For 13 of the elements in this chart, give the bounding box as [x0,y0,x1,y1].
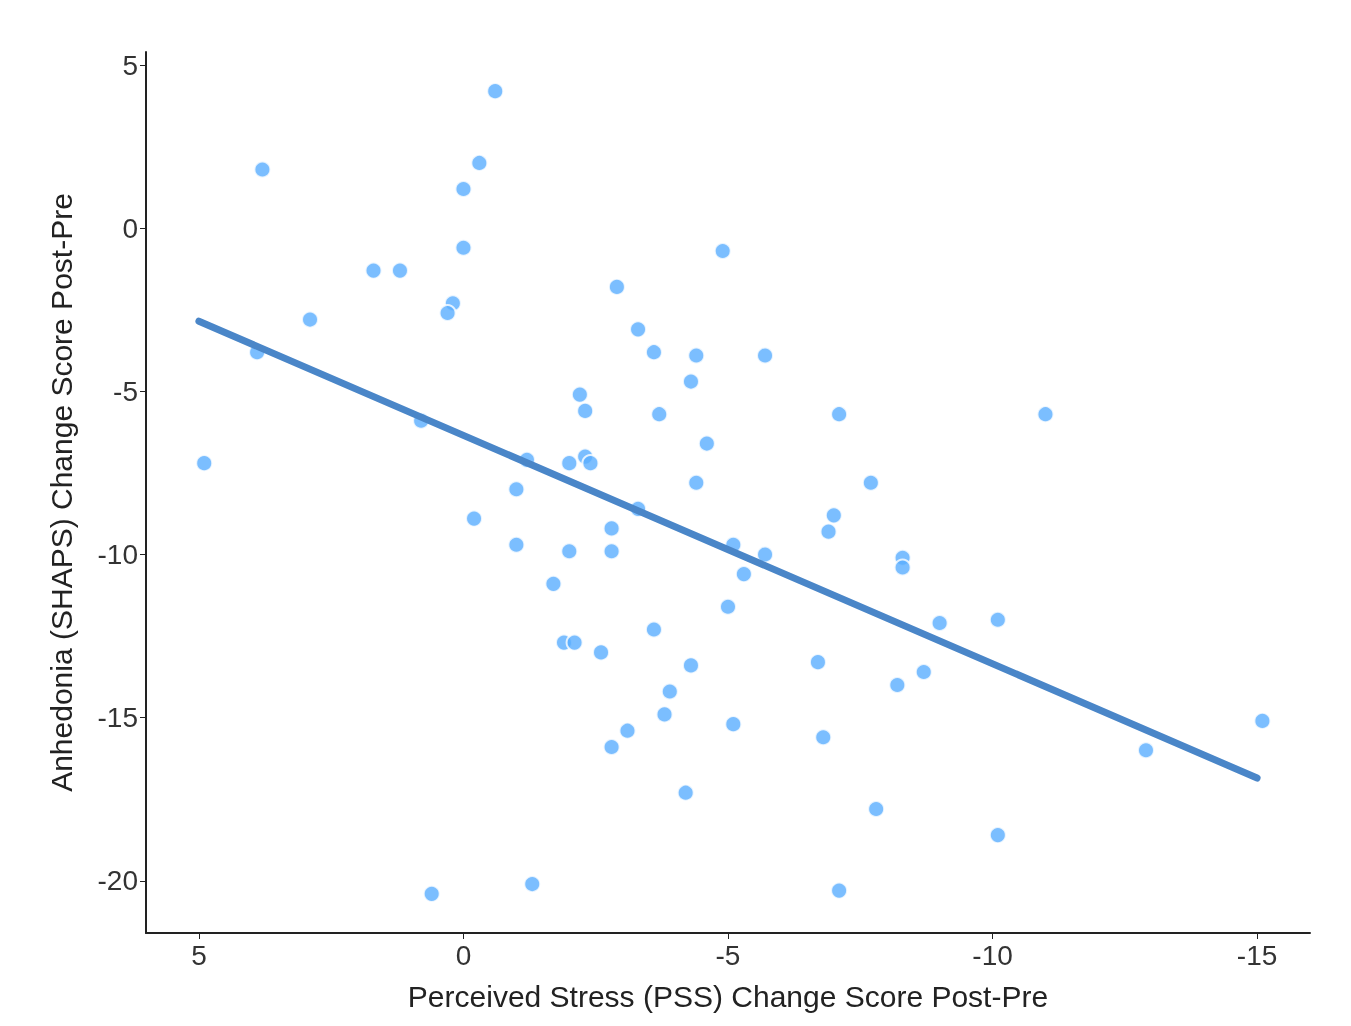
y-tick-label: -20 [97,865,138,897]
x-tick-label: -10 [972,939,1013,971]
x-tick-label: 5 [191,939,207,971]
x-tick-label: 0 [455,939,472,971]
x-axis-title: Perceived Stress (PSS) Change Score Post-Pre [407,979,1049,1013]
x-tick-label: -15 [1236,939,1278,971]
y-tick-label: 0 [122,212,138,244]
y-axis-title: Anhedonia (SHAPS) Change Score Post-Pre [44,193,78,792]
x-tick-label: -5 [715,939,741,971]
y-tick-label: 5 [122,49,138,81]
y-tick-label: -15 [97,702,138,734]
y-tick-label: -5 [113,375,138,407]
y-tick-label: -10 [97,539,138,570]
